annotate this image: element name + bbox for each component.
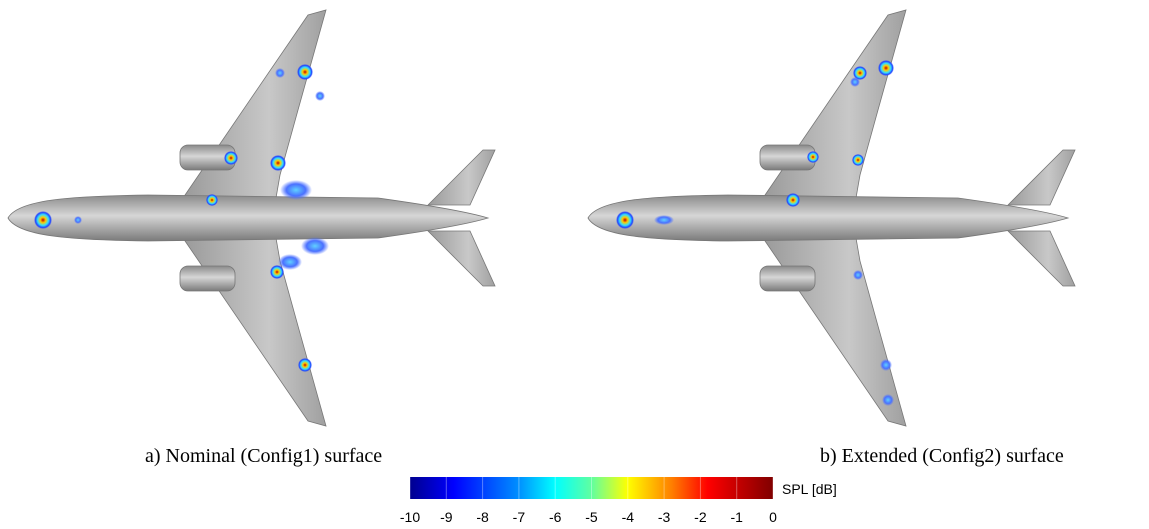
tick-label: -9 [440, 509, 453, 525]
tick-label: -7 [513, 509, 526, 525]
tick-label: -5 [585, 509, 598, 525]
tick-label: -8 [476, 509, 489, 525]
colorbar-label: SPL [dB] [782, 481, 837, 497]
tick-label: -6 [549, 509, 562, 525]
caption: b) Extended (Config2) surface [820, 445, 1064, 467]
tick-label: -10 [400, 509, 420, 525]
tick-label: -2 [694, 509, 707, 525]
tick-label: 0 [769, 509, 777, 525]
caption: a) Nominal (Config1) surface [145, 445, 382, 467]
aircraft-left [8, 10, 495, 426]
tick-label: -3 [658, 509, 671, 525]
aircraft-right [588, 10, 1075, 426]
figure: a) Nominal (Config1) surface b) Extended… [0, 0, 1149, 529]
tick-label: -1 [730, 509, 743, 525]
tick-label: -4 [622, 509, 635, 525]
